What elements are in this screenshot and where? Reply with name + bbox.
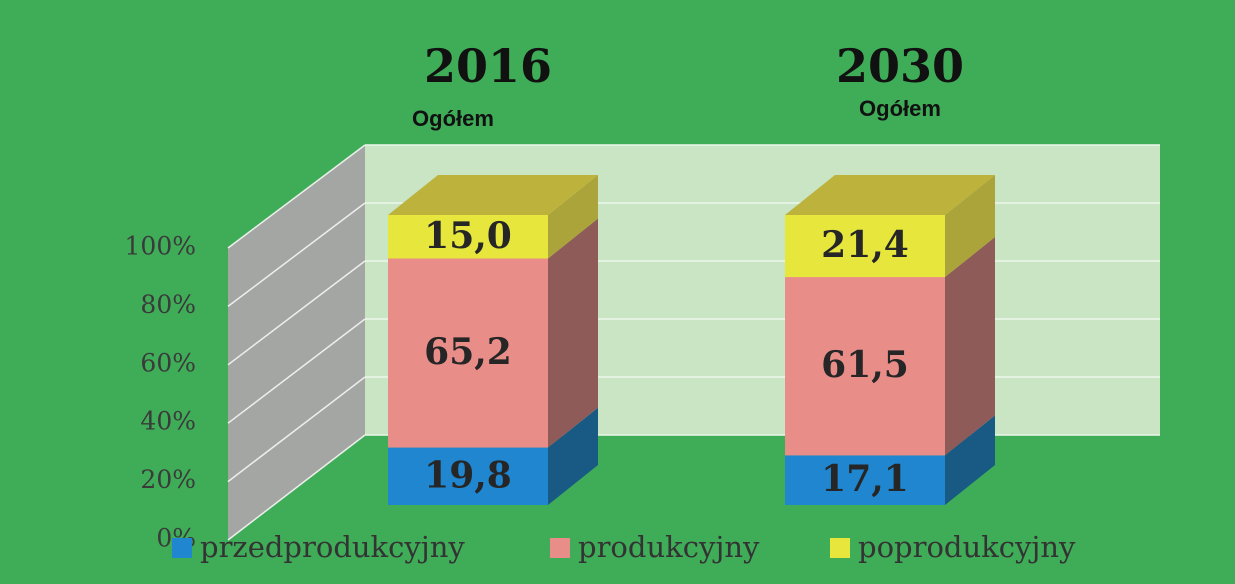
- bar: [388, 215, 548, 259]
- value-label: 65,2: [424, 331, 512, 373]
- y-tick-label: 80%: [140, 290, 196, 319]
- category-subtitle: Ogółem: [859, 96, 941, 121]
- grid-line: [227, 318, 366, 424]
- bar: [785, 277, 945, 456]
- grid-line: [227, 202, 366, 307]
- value-label: 21,4: [821, 224, 909, 266]
- legend-swatch: [830, 538, 850, 558]
- legend-label: poprodukcyjny: [858, 530, 1076, 564]
- value-label: 61,5: [821, 344, 909, 386]
- side-wall: [228, 145, 365, 540]
- value-label: 19,8: [424, 454, 512, 496]
- value-label: 17,1: [821, 458, 909, 500]
- bar-side: [548, 175, 598, 259]
- category-subtitle: Ogółem: [412, 106, 494, 131]
- bar-side: [548, 407, 598, 505]
- grid-line: [227, 144, 366, 249]
- bar: [388, 258, 548, 448]
- bar: [785, 455, 945, 505]
- category-label: 2016: [424, 39, 552, 93]
- bar: [785, 215, 945, 278]
- bar-side: [945, 415, 995, 505]
- grid-line: [227, 434, 366, 541]
- legend-swatch: [550, 538, 570, 558]
- grid-line: [227, 260, 366, 366]
- bar-top: [388, 175, 598, 215]
- y-tick-label: 100%: [125, 232, 196, 261]
- value-label: 15,0: [424, 215, 512, 257]
- y-tick-label: 40%: [140, 407, 196, 436]
- legend-label: przedprodukcyjny: [200, 530, 465, 564]
- category-label: 2030: [836, 39, 964, 93]
- bar-side: [945, 237, 995, 456]
- bar-side: [548, 218, 598, 448]
- y-tick-label: 20%: [140, 465, 196, 494]
- grid-line: [227, 376, 366, 483]
- bar: [388, 447, 548, 505]
- legend-label: produkcyjny: [578, 530, 760, 564]
- bar-top: [785, 175, 995, 215]
- y-tick-label: 60%: [140, 348, 196, 377]
- bar-side: [945, 175, 995, 278]
- legend-swatch: [172, 538, 192, 558]
